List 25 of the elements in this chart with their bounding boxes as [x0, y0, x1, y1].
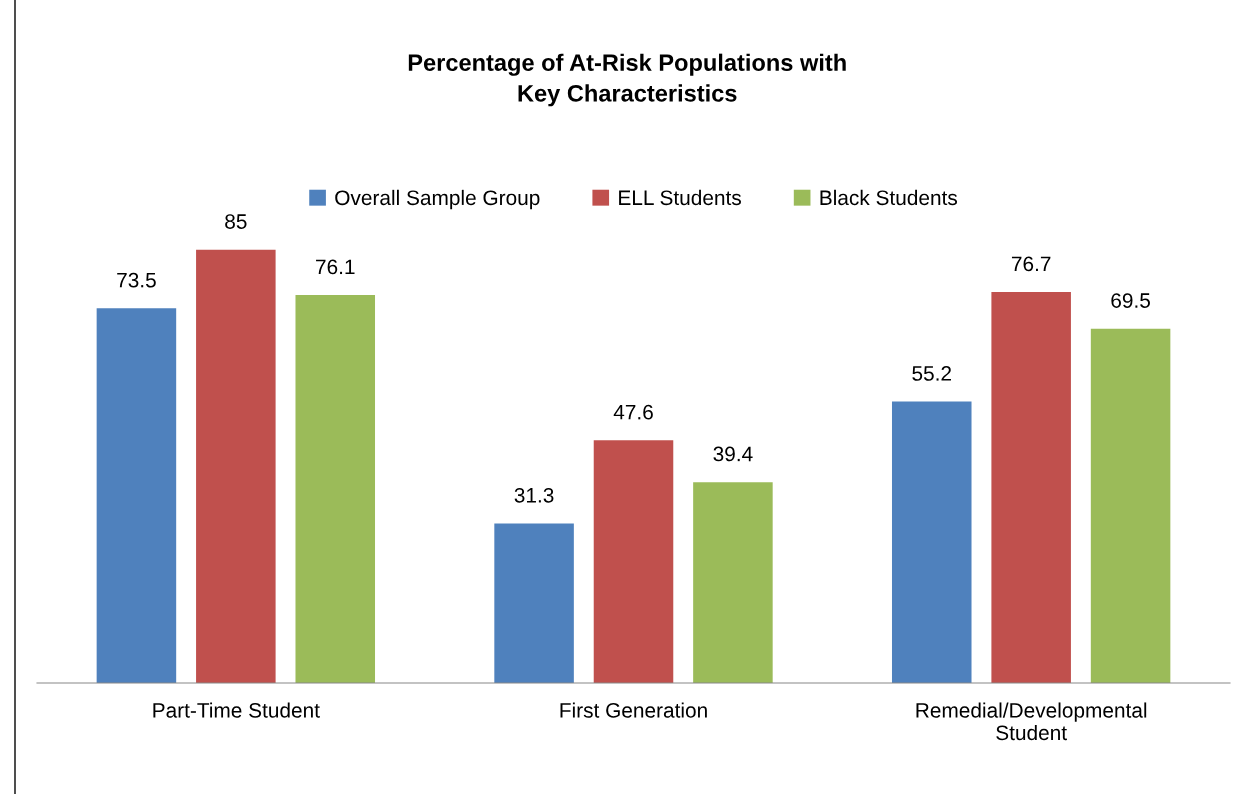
bar [196, 249, 276, 683]
bar [295, 295, 376, 683]
data-label: 76.1 [316, 259, 355, 275]
bar [1090, 328, 1171, 683]
bar [991, 291, 1071, 683]
x-tick-label: Remedial/Developmental Student [916, 702, 1147, 741]
data-label: 39.4 [713, 446, 753, 462]
data-label: 31.3 [514, 487, 554, 503]
x-tick-label: Part-Time Student [153, 702, 320, 718]
bar [593, 440, 674, 683]
bar [693, 482, 773, 683]
bar [494, 523, 574, 683]
bar [96, 308, 177, 683]
chart-title: Percentage of At-Risk Populations with Key Characteristics [408, 53, 846, 107]
data-label: 73.5 [117, 272, 156, 288]
legend-label: Overall Sample Group [335, 189, 540, 210]
legend-label: Black Students [820, 189, 958, 206]
data-label: 76.7 [1011, 256, 1051, 272]
data-label: 47.6 [613, 404, 653, 420]
data-label: 55.2 [912, 366, 951, 381]
legend-label: ELL Students [619, 189, 741, 206]
data-label: 69.5 [1111, 293, 1150, 308]
bar [891, 401, 972, 683]
x-tick-label: First Generation [560, 702, 707, 718]
data-label: 85 [225, 214, 247, 229]
